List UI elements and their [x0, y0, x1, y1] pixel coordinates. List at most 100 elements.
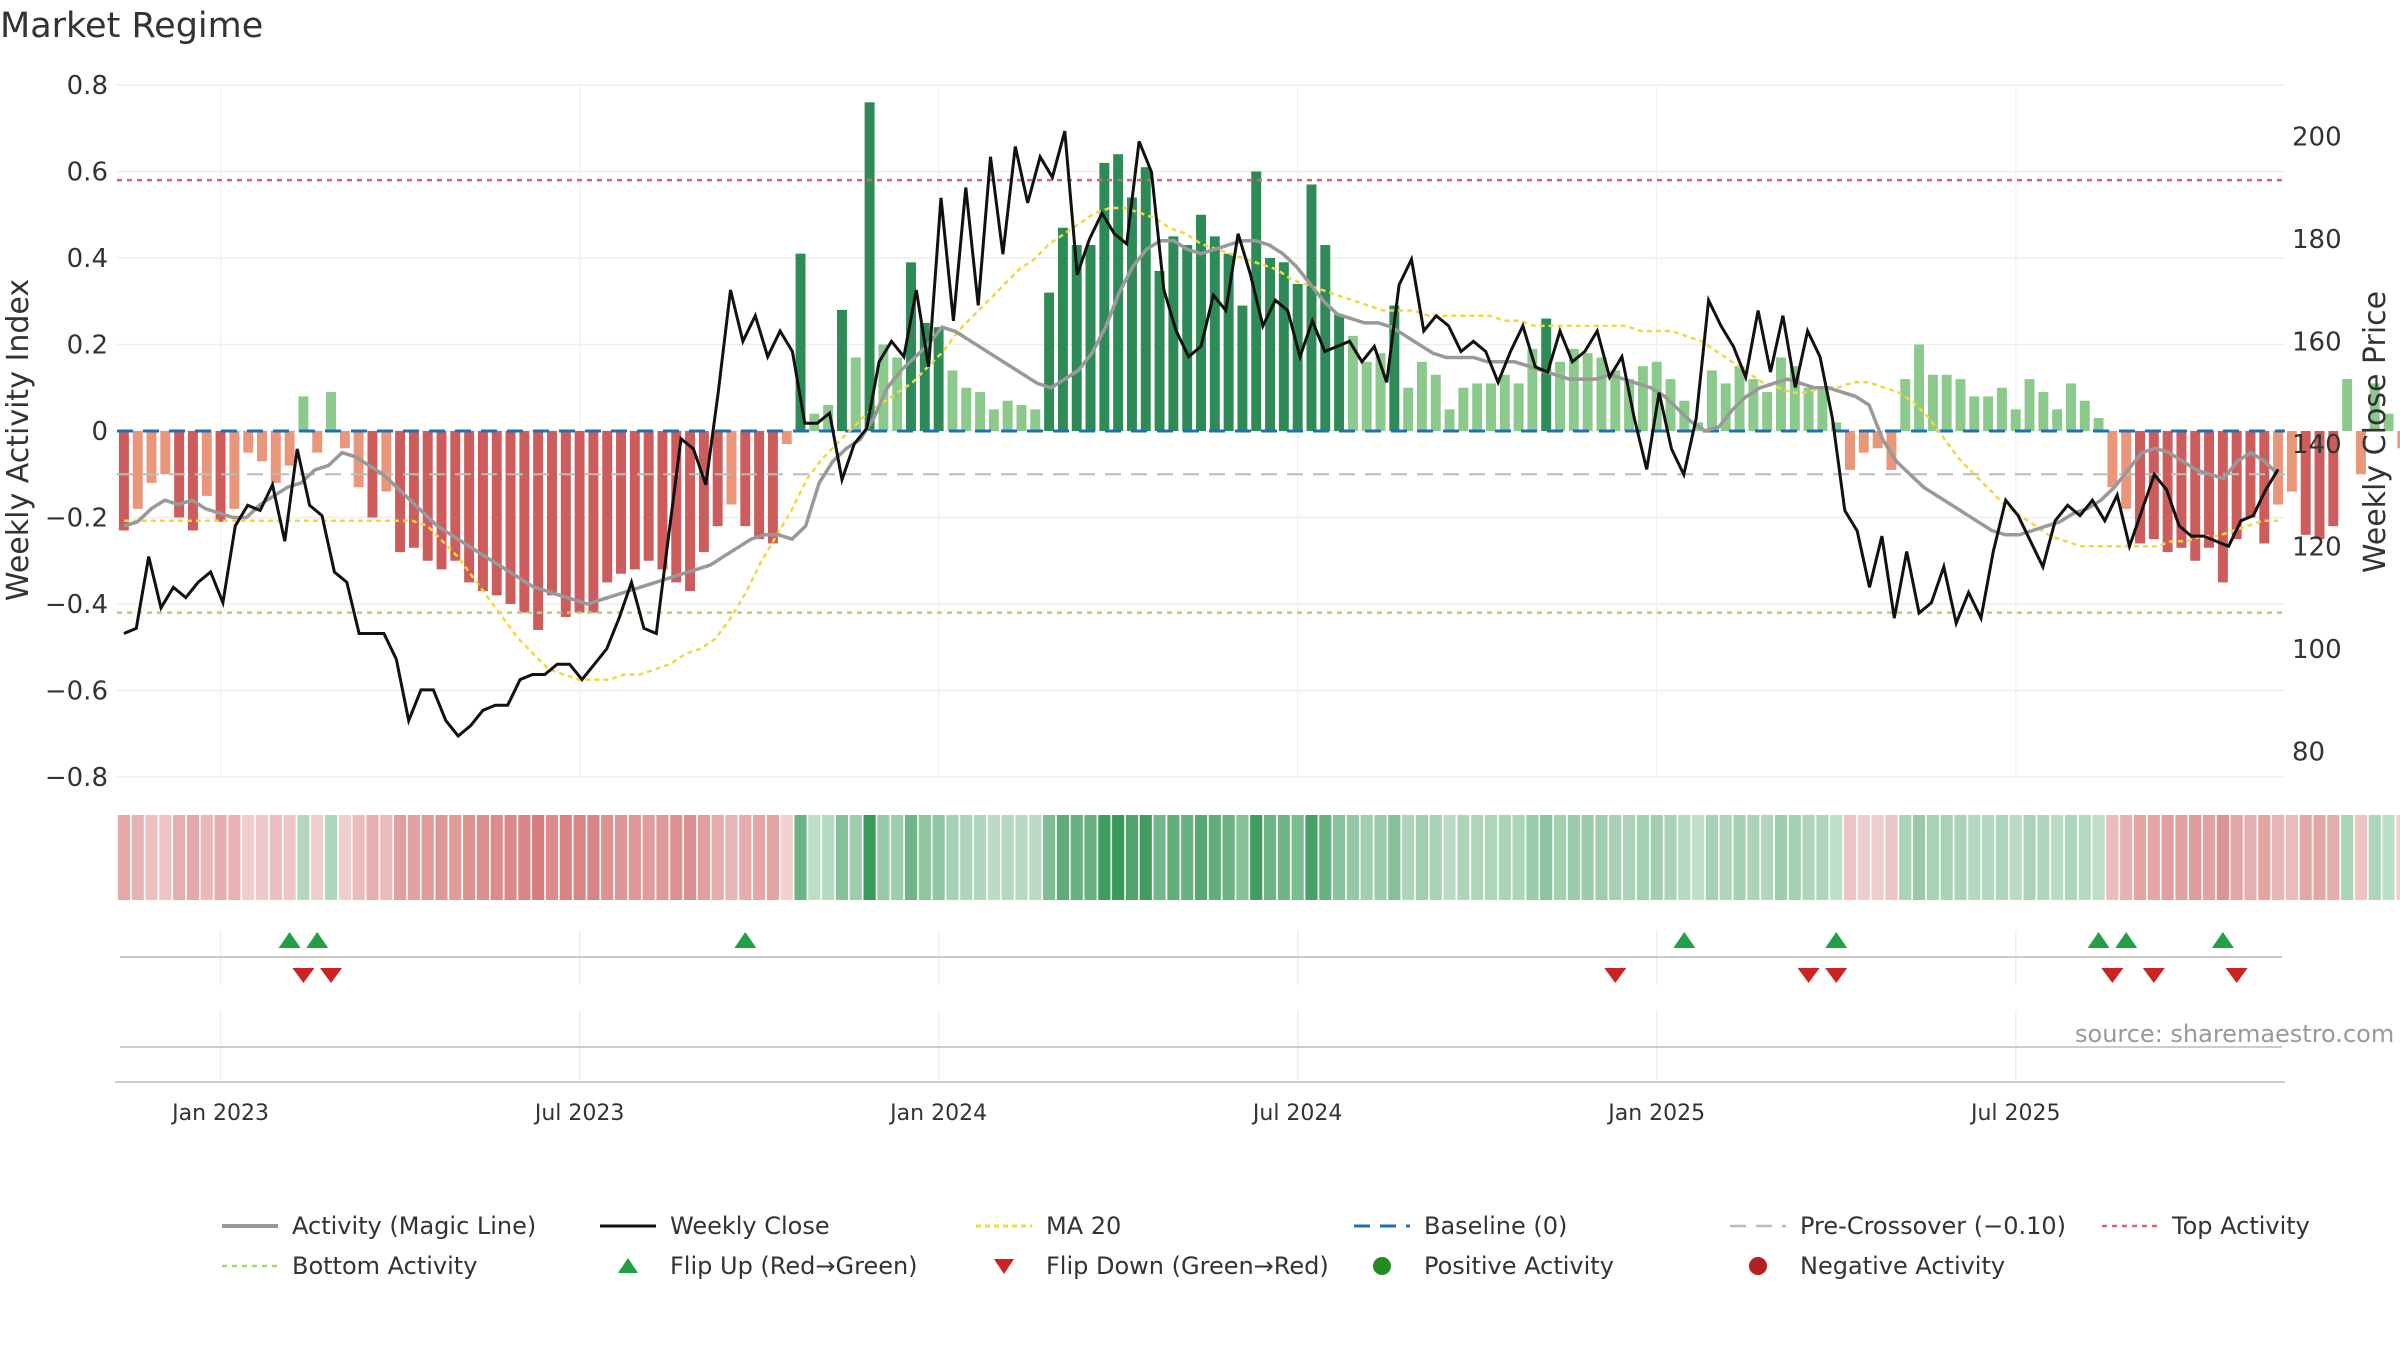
activity-bar [2079, 400, 2090, 431]
legend-item: Top Activity [2100, 1212, 2310, 1240]
activity-bar [2190, 431, 2201, 561]
legend-swatch [1749, 1257, 1767, 1275]
activity-bar [1914, 344, 1925, 431]
activity-bar [547, 431, 557, 596]
regime-strip [117, 815, 2400, 900]
regime-cell [532, 815, 545, 900]
regime-cell [1112, 815, 1125, 900]
activity-bar [1265, 258, 1276, 431]
regime-cell [2161, 815, 2174, 900]
legend-item: Positive Activity [1352, 1252, 1614, 1280]
legend-row: Activity (Magic Line) Weekly Close MA 20 Ba… [220, 1212, 2400, 1252]
regime-cell [1056, 815, 1069, 900]
regime-cell [1139, 815, 1152, 900]
y-tick-label: −0.6 [45, 677, 108, 707]
activity-bar [850, 357, 861, 431]
legend-item: Flip Up (Red→Green) [598, 1252, 918, 1280]
activity-bar [1416, 361, 1427, 431]
regime-cell [1222, 815, 1235, 900]
regime-cell [1857, 815, 1870, 900]
regime-cell [2230, 815, 2243, 900]
regime-cell [1540, 815, 1553, 900]
activity-bar [201, 431, 212, 496]
regime-cell [1968, 815, 1981, 900]
activity-bar [1927, 374, 1938, 431]
regime-cell [601, 815, 614, 900]
activity-bar [1941, 374, 1952, 431]
regime-cell [863, 815, 876, 900]
regime-cell [1581, 815, 1594, 900]
activity-bar [671, 431, 682, 583]
regime-cell [1153, 815, 1166, 900]
activity-bar [2383, 413, 2394, 431]
activity-bar [1209, 236, 1220, 431]
regime-cell [2092, 815, 2105, 900]
regime-cell [1263, 815, 1277, 900]
regime-cell [960, 815, 973, 900]
regime-cell [2064, 815, 2078, 900]
y2-tick-label: 180 [2292, 225, 2342, 255]
activity-bar [1748, 379, 1759, 431]
activity-bar [1969, 396, 1980, 431]
regime-cell [614, 815, 628, 900]
regime-cell [1940, 815, 1953, 900]
regime-cell [1084, 815, 1097, 900]
x-tick-label: Jan 2023 [170, 1101, 269, 1126]
activity-bar [1624, 379, 1635, 431]
regime-cell [490, 815, 503, 900]
legend-item: Negative Activity [1728, 1252, 2005, 1280]
regime-cell [1843, 815, 1857, 900]
legend-swatch [1354, 1224, 1410, 1228]
activity-bar [1872, 431, 1883, 449]
activity-bar [2217, 431, 2228, 583]
regime-cell [407, 815, 420, 900]
activity-bar [2300, 431, 2311, 535]
flip-up-marker [2087, 932, 2110, 948]
regime-cell [1774, 815, 1788, 900]
activity-bar [2273, 431, 2284, 505]
activity-bar [919, 322, 930, 431]
regime-cell [2009, 815, 2022, 900]
y-tick-label: −0.8 [45, 763, 108, 793]
regime-cell [1926, 815, 1939, 900]
activity-bar [2065, 383, 2076, 431]
activity-bar [1306, 184, 1317, 431]
y2-tick-label: 160 [2292, 327, 2342, 357]
regime-cell [435, 815, 448, 900]
regime-cell [1954, 815, 1967, 900]
regime-cell [1305, 815, 1318, 900]
activity-bars [118, 102, 2400, 630]
activity-bar [616, 431, 626, 574]
regime-cell [2354, 815, 2368, 900]
activity-bar [961, 387, 972, 431]
x-tick-label: Jan 2024 [888, 1101, 987, 1126]
regime-cell [2341, 815, 2354, 900]
series-lines [123, 130, 2280, 739]
legend-item: Baseline (0) [1352, 1212, 1567, 1240]
legend: Activity (Magic Line) Weekly Close MA 20 Ba… [220, 1212, 2400, 1292]
activity-bar [1845, 431, 1855, 470]
regime-cell [2120, 815, 2133, 900]
regime-cell [2106, 815, 2119, 900]
activity-bar [491, 431, 502, 596]
legend-item: Pre-Crossover (−0.10) [1728, 1212, 2066, 1240]
activity-bar [1389, 305, 1400, 431]
activity-bar [2135, 431, 2145, 544]
regime-cell [559, 815, 572, 900]
regime-cell [1636, 815, 1649, 900]
activity-bar [685, 431, 696, 592]
activity-bar [1375, 353, 1386, 431]
activity-bar [1555, 361, 1566, 431]
regime-cell [1236, 815, 1249, 900]
regime-cell [131, 815, 144, 900]
regime-cell [366, 815, 379, 900]
regime-cell [1291, 815, 1304, 900]
activity-bar [505, 431, 516, 604]
x-tick-label: Jan 2025 [1606, 1101, 1705, 1126]
regime-cell [297, 815, 310, 900]
activity-bar [988, 409, 999, 431]
activity-bar [1472, 383, 1483, 431]
regime-cell [2133, 815, 2147, 900]
regime-cell [2202, 815, 2216, 900]
